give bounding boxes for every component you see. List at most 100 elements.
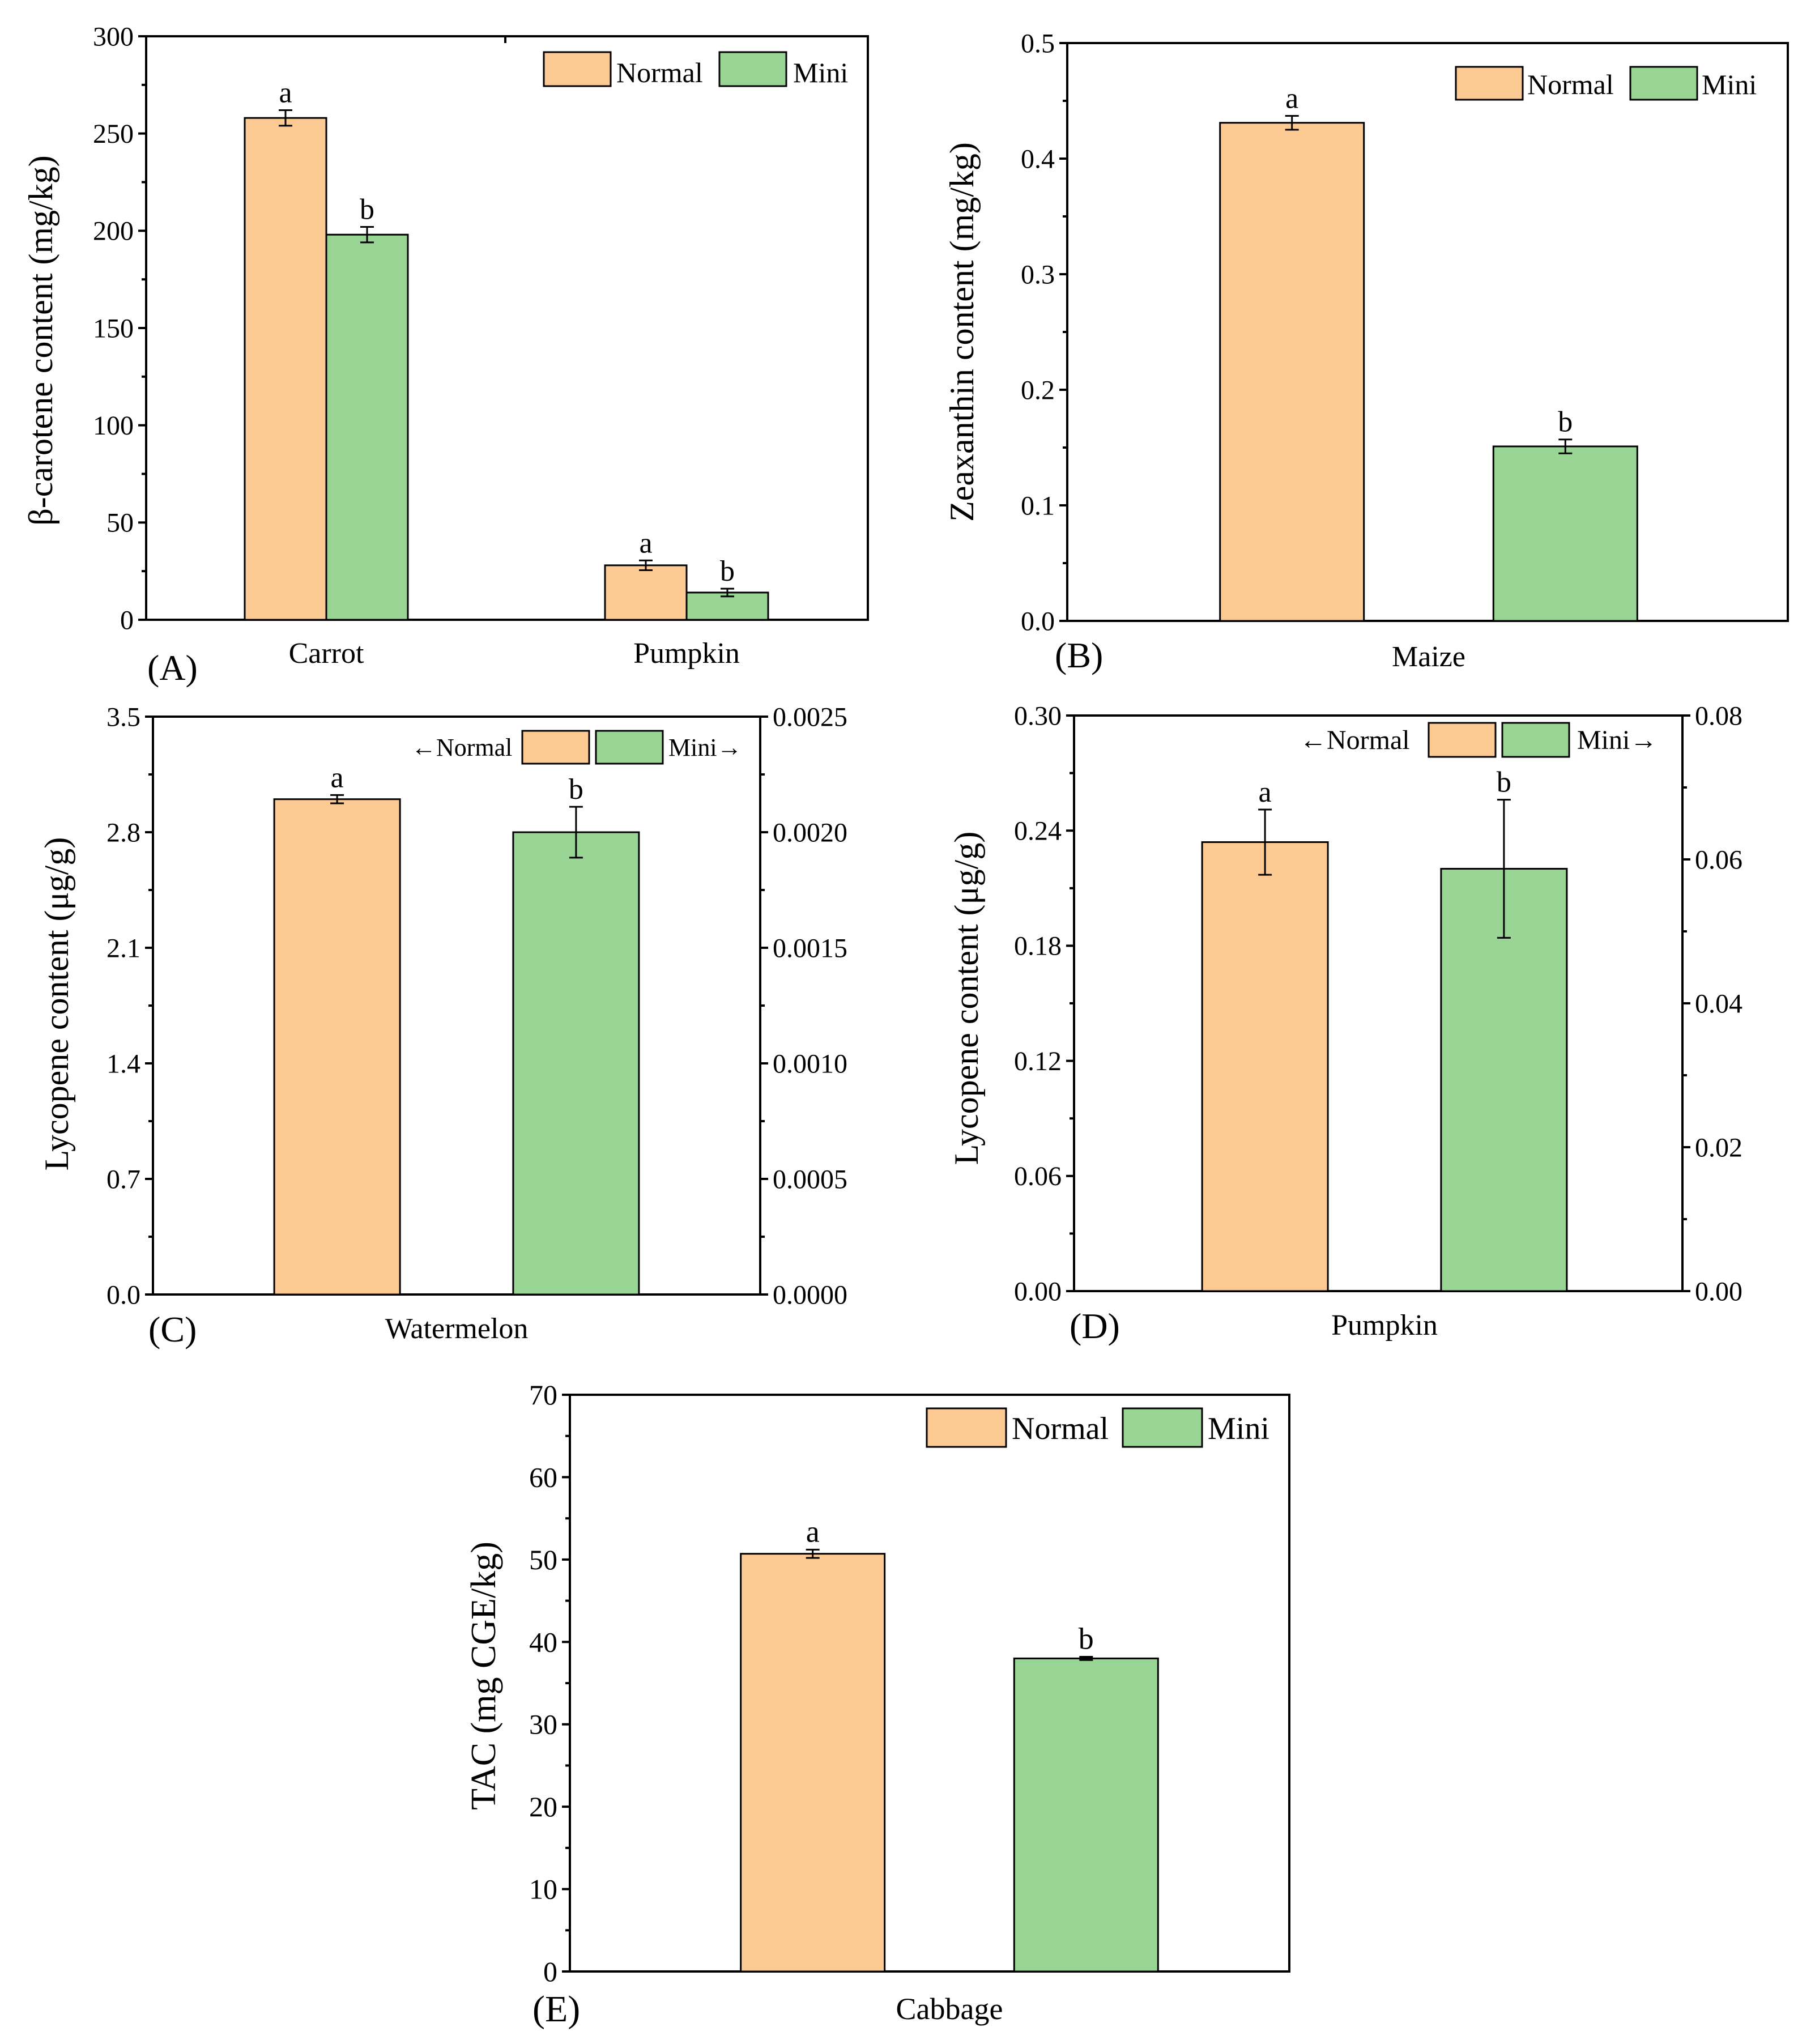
panel-d-y-tick-label: 0.00: [1014, 1276, 1062, 1306]
panel-c-legend-swatch-mini: [595, 730, 664, 765]
panel-d-bar-normal: [1201, 841, 1329, 1292]
panel-b-y-tick-label: 0.4: [1021, 144, 1055, 174]
panel-b-chart: Zeaxanthin content (mg/kg) (B) Maize Nor…: [943, 28, 1789, 675]
panel-c-legend-swatch-normal: [521, 730, 590, 765]
panel-c-y-tick-label: 0.0: [106, 1280, 140, 1310]
panel-d-y-tick-label: 0.18: [1014, 931, 1062, 961]
panel-b-y-tick-label: 0.1: [1021, 491, 1055, 521]
panel-b-category-label: Maize: [1392, 641, 1465, 673]
panel-c-right-y-tick-label: 0.0005: [773, 1164, 847, 1194]
panel-c-significance-letter: a: [331, 761, 344, 794]
panel-a-label: (A): [147, 648, 198, 688]
panel-e-y-tick-label: 70: [529, 1379, 557, 1411]
panel-c-right-y-tick-label: 0.0000: [773, 1280, 847, 1310]
panel-d-y-tick-label: 0.30: [1014, 701, 1062, 731]
panel-d-y-tick-label: 0.24: [1014, 816, 1062, 846]
panel-c-y-tick-label: 2.1: [106, 933, 140, 963]
panel-a-category-label: Carrot: [289, 637, 364, 670]
panel-b-bar-mini: [1492, 445, 1638, 622]
panel-a-significance-letter: b: [360, 193, 374, 225]
panel-e-y-tick-label: 30: [529, 1709, 557, 1740]
panel-a-y-tick-label: 150: [93, 313, 134, 343]
panel-a-bar-normal: [244, 117, 327, 621]
panel-b-y-tick-label: 0.2: [1021, 375, 1055, 405]
panel-d-category-label: Pumpkin: [1331, 1309, 1438, 1342]
panel-e-y-tick-label: 20: [529, 1791, 557, 1822]
panel-e-y-tick-label: 50: [529, 1544, 557, 1575]
panel-b-legend-swatch-mini: [1629, 66, 1698, 101]
panel-e-y-axis-label: TAC (mg CGE/kg): [465, 1541, 503, 1810]
panel-a-y-tick-label: 300: [93, 22, 134, 52]
panel-e-chart: TAC (mg CGE/kg) (E) Cabbage Normal Mini …: [465, 1379, 1290, 2030]
panel-d-right-y-tick-label: 0.04: [1695, 989, 1742, 1019]
panel-d-y-tick-label: 0.12: [1014, 1046, 1062, 1076]
panel-d-label: (D): [1070, 1306, 1120, 1346]
panel-b-label: (B): [1055, 635, 1103, 675]
panel-e-legend-swatch-mini: [1122, 1407, 1203, 1448]
panel-a-y-tick-label: 200: [93, 216, 134, 246]
panel-a-bar-mini: [325, 233, 409, 621]
panel-a-legend-swatch-mini: [718, 51, 787, 87]
panel-d-right-y-tick-label: 0.06: [1695, 845, 1742, 875]
panel-a-y-tick-label: 50: [106, 508, 134, 538]
panel-e-legend-normal-label: Normal: [1012, 1411, 1109, 1446]
panel-d-y-tick-label: 0.06: [1014, 1161, 1062, 1191]
panel-c-y-tick-label: 2.8: [106, 817, 140, 848]
panel-a-y-tick-label: 100: [93, 411, 134, 441]
panel-d-right-y-tick-label: 0.00: [1695, 1276, 1742, 1306]
panel-c-bar-mini: [512, 831, 640, 1296]
panel-c-y-tick-label: 1.4: [106, 1049, 140, 1079]
panel-a-legend-mini-label: Mini: [793, 57, 848, 88]
panel-a-category-label: Pumpkin: [633, 637, 740, 670]
panel-e-label: (E): [532, 1988, 580, 2030]
panel-d-right-y-tick-label: 0.02: [1695, 1132, 1742, 1162]
panel-a-bar-normal: [604, 564, 688, 621]
panel-c-legend-normal-label: ←Normal: [411, 734, 512, 761]
panel-d-legend-swatch-mini: [1501, 722, 1570, 758]
panel-d-legend-swatch-normal: [1428, 722, 1497, 758]
panel-d-legend-normal-label: ←Normal: [1300, 725, 1410, 755]
panel-d-y-axis-label: Lycopene content (μg/g): [948, 832, 985, 1165]
panel-b-y-tick-label: 0.0: [1021, 606, 1055, 636]
panel-e-y-tick-label: 10: [529, 1873, 557, 1905]
panel-c-right-y-tick-label: 0.0015: [773, 933, 847, 963]
panel-a-legend-swatch-normal: [543, 51, 612, 87]
panel-c-legend-mini-label: Mini→: [668, 734, 742, 761]
panel-c-category-label: Watermelon: [385, 1313, 529, 1345]
panel-a-y-tick-label: 250: [93, 119, 134, 149]
panel-b-legend-swatch-normal: [1455, 66, 1524, 101]
panel-c-y-tick-label: 0.7: [106, 1164, 140, 1194]
panel-e-bar-mini: [1013, 1657, 1159, 1973]
panel-b-significance-letter: a: [1285, 83, 1298, 115]
panel-a-significance-letter: b: [720, 555, 735, 587]
panel-c-y-tick-label: 3.5: [106, 702, 140, 732]
panel-c-chart: Lycopene content (μg/g) (C) Watermelon ←…: [38, 702, 847, 1349]
panel-a-significance-letter: a: [279, 76, 292, 109]
panel-a-y-tick-label: 0: [120, 605, 134, 635]
panel-a-significance-letter: a: [639, 527, 652, 559]
panel-c-label: (C): [148, 1309, 197, 1349]
panel-e-y-tick-label: 40: [529, 1626, 557, 1658]
panel-b-legend-normal-label: Normal: [1527, 69, 1614, 100]
panel-d-legend-mini-label: Mini→: [1577, 725, 1657, 755]
panel-e-significance-letter: a: [806, 1514, 820, 1548]
panel-b-y-axis-label: Zeaxanthin content (mg/kg): [943, 142, 981, 522]
panel-e-significance-letter: b: [1079, 1621, 1094, 1655]
panel-b-significance-letter: b: [1558, 406, 1573, 438]
panel-c-right-y-tick-label: 0.0025: [773, 702, 847, 732]
panel-d-significance-letter: a: [1259, 776, 1272, 808]
panel-e-legend-mini-label: Mini: [1208, 1411, 1269, 1446]
panel-d-significance-letter: b: [1497, 766, 1511, 799]
panel-c-significance-letter: b: [569, 773, 583, 806]
panel-e-y-tick-label: 0: [543, 1956, 557, 1987]
panel-a-legend-normal-label: Normal: [616, 57, 703, 88]
panel-c-right-y-tick-label: 0.0020: [773, 817, 847, 848]
panel-d-right-y-tick-label: 0.08: [1695, 701, 1742, 731]
panel-b-y-tick-label: 0.3: [1021, 259, 1055, 289]
panel-c-right-y-tick-label: 0.0010: [773, 1049, 847, 1079]
panel-e-bar-normal: [740, 1553, 886, 1973]
panel-b-bar-normal: [1219, 122, 1365, 622]
panel-a-chart: β-carotene content (mg/kg) (A) Carrot Pu…: [22, 22, 869, 688]
panel-d-chart: Lycopene content (μg/g) (D) Pumpkin ←Nor…: [948, 701, 1742, 1346]
